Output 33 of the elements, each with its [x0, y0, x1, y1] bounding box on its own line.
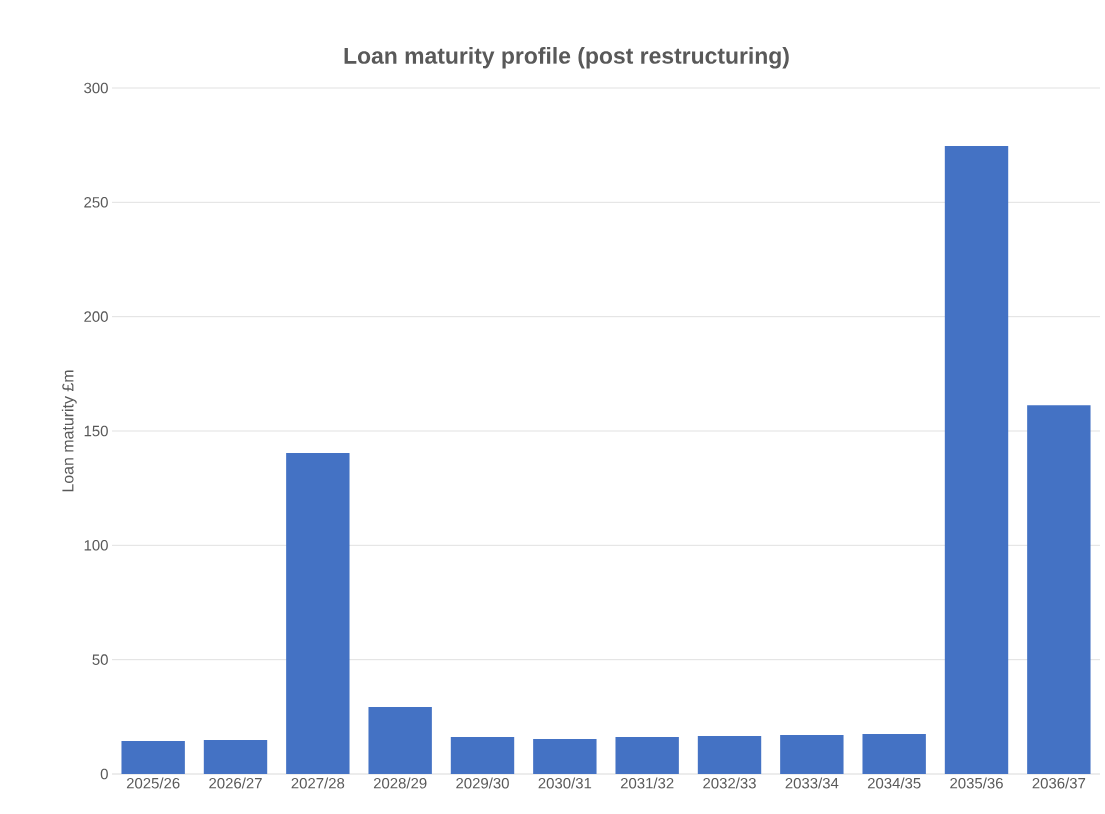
bar: [450, 736, 515, 774]
x-tick-label: 2025/26: [126, 777, 180, 789]
x-tick-label: 2034/35: [867, 777, 921, 789]
y-tick-label: 0: [100, 768, 108, 780]
bar: [368, 707, 432, 774]
x-tick-label: 2029/30: [456, 777, 509, 789]
x-tick-label: 2036/37: [1032, 777, 1086, 789]
bar: [780, 734, 844, 774]
x-tick-label: 2028/29: [373, 777, 427, 789]
y-tick-label: 200: [84, 311, 108, 322]
bar: [286, 452, 350, 774]
x-tick-label: 2030/31: [538, 777, 592, 789]
bar: [615, 736, 679, 774]
bar: [1027, 405, 1091, 774]
x-tick-label: 2031/32: [620, 777, 674, 789]
y-tick-label: 300: [84, 82, 108, 94]
bar: [697, 736, 762, 774]
bar: [862, 733, 926, 774]
bar: [203, 739, 268, 774]
x-tick-label: 2027/28: [291, 777, 345, 789]
y-tick-label: 150: [84, 425, 108, 437]
chart-title: Loan maturity profile (post restructuring): [344, 47, 789, 69]
bar: [533, 739, 597, 774]
x-tick-label: 2035/36: [950, 777, 1003, 789]
x-tick-label: 2032/33: [703, 777, 756, 789]
y-tick-label: 100: [84, 540, 108, 551]
x-tick-label: 2026/27: [209, 777, 262, 789]
x-tick-label: 2033/34: [785, 777, 839, 789]
y-tick-label: 50: [92, 654, 108, 665]
y-axis-title: Loan maturity £m: [61, 370, 77, 492]
bar: [121, 741, 185, 774]
y-tick-label: 250: [84, 197, 108, 208]
bar: [944, 146, 1009, 774]
